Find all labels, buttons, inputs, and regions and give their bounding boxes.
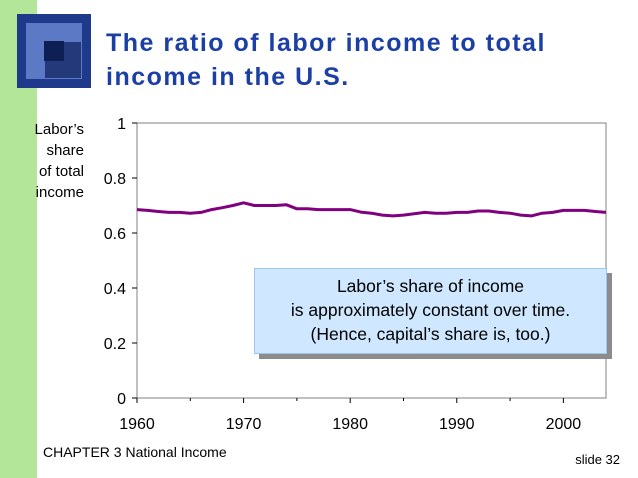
y-tick-label: 1 [117,116,126,133]
chapter-logo-image [17,14,91,88]
y-axis-label-line-4: income [35,184,84,201]
y-tick-label: 0.8 [104,171,126,188]
callout-line-1: Labor’s share of income [336,276,525,296]
callout-line-3: (Hence, capital’s share is, too.) [310,324,551,344]
y-axis-label: Labor’s share of total income [4,119,84,203]
y-axis-label-line-3: of total [38,163,84,180]
x-tick-label: 1960 [119,416,155,433]
x-tick-label: 2000 [546,416,582,433]
y-tick-label: 0 [117,391,126,408]
x-tick-label: 1980 [332,416,368,433]
y-tick-label: 0.4 [104,281,126,298]
y-axis-label-line-2: share [46,142,84,159]
plot-area-frame [136,122,607,399]
slide-number: slide 32 [575,452,620,467]
callout-line-2: is approximately constant over time. [290,300,571,320]
slide-title-line-2: income in the U.S. [106,63,350,91]
chapter-footer: CHAPTER 3 National Income [43,444,227,460]
y-tick-label: 0.6 [104,226,126,243]
x-tick-label: 1990 [439,416,475,433]
x-tick-label: 1970 [226,416,262,433]
slide-title-line-1: The ratio of labor income to total [106,29,546,57]
callout-box: Labor’s share of income is approximately… [254,268,607,354]
y-tick-label: 0.2 [104,336,126,353]
slide-title: The ratio of labor income to total incom… [106,26,626,94]
y-axis-label-line-1: Labor’s [34,121,84,138]
series-line-labor-share [136,201,607,218]
